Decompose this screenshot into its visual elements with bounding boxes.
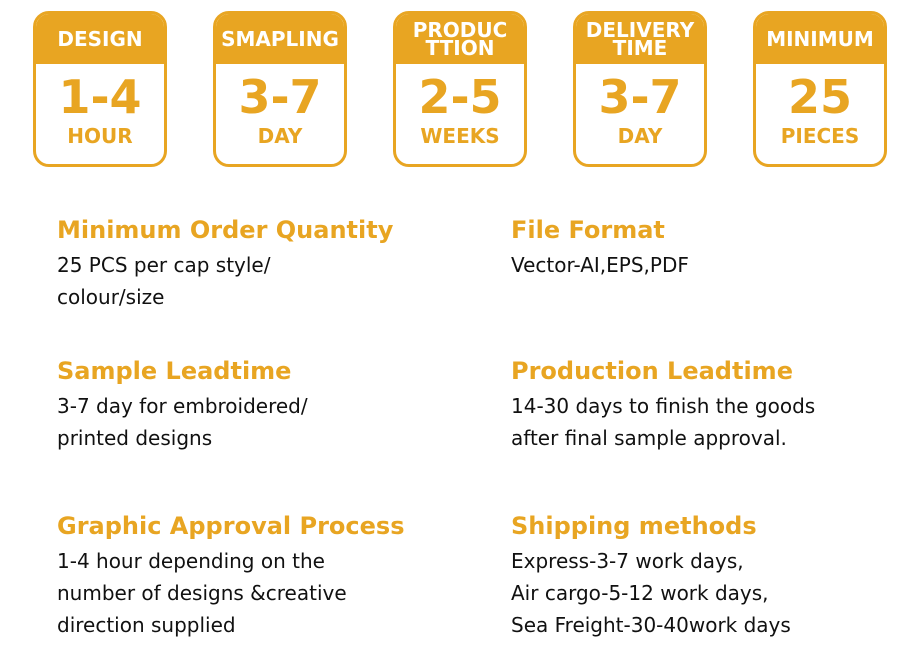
card-design: DESIGN 1-4 HOUR [33, 11, 167, 167]
info-section: Sample Leadtime 3-7 day for embroidered/p… [57, 356, 457, 454]
info-section: Shipping methods Express-3-7 work days, Ai… [511, 511, 911, 641]
section-line: colour/size [57, 285, 165, 309]
card-produc-ttion: PRODUC TTION 2-5 WEEKS [393, 11, 527, 167]
card-unit: DAY [257, 124, 303, 148]
section-text: Express-3-7 work days, Air cargo-5-12 wor… [511, 545, 911, 641]
section-text: 3-7 day for embroidered/printed designs [57, 390, 457, 454]
card-title: PRODUC TTION [396, 14, 524, 64]
card-smapling: SMAPLING 3-7 DAY [213, 11, 347, 167]
section-line: Express-3-7 work days, [511, 549, 744, 573]
card-title: MINIMUM [756, 14, 884, 64]
card-value: 1-4 [58, 70, 142, 124]
section-line: Vector-AI,EPS,PDF [511, 253, 689, 277]
section-text: 14-30 days to finish the goods after fina… [511, 390, 911, 454]
section-line: number of designs &creative [57, 581, 347, 605]
section-text: 1-4 hour depending on the number of desig… [57, 545, 457, 641]
section-line: after final sample approval. [511, 426, 787, 450]
section-line: printed designs [57, 426, 213, 450]
card-minimum: MINIMUM 25 PIECES [753, 11, 887, 167]
section-title: Sample Leadtime [57, 357, 292, 385]
section-line: 1-4 hour depending on the [57, 549, 325, 573]
card-unit: HOUR [67, 124, 133, 148]
section-line: direction supplied [57, 613, 236, 637]
card-unit: DAY [617, 124, 663, 148]
section-line: 3-7 day for embroidered/ [57, 394, 308, 418]
card-title: DESIGN [36, 14, 164, 64]
section-line: 25 PCS per cap style/ [57, 253, 271, 277]
card-delivery-time: DELIVERY TIME 3-7 DAY [573, 11, 707, 167]
section-line: Air cargo-5-12 work days, [511, 581, 769, 605]
section-title: Production Leadtime [511, 357, 793, 385]
section-title: File Format [511, 216, 665, 244]
card-value: 2-5 [418, 70, 502, 124]
section-title: Minimum Order Quantity [57, 216, 394, 244]
section-title: Shipping methods [511, 512, 757, 540]
info-section: Graphic Approval Process 1-4 hour dependi… [57, 511, 457, 641]
section-text: 25 PCS per cap style/colour/size [57, 249, 457, 313]
card-unit: WEEKS [420, 124, 500, 148]
info-section: File Format Vector-AI,EPS,PDF [511, 215, 911, 281]
info-section: Production Leadtime 14-30 days to finish … [511, 356, 911, 454]
card-unit: PIECES [780, 124, 860, 148]
section-title: Graphic Approval Process [57, 512, 405, 540]
info-section: Minimum Order Quantity 25 PCS per cap sty… [57, 215, 457, 313]
card-value: 3-7 [598, 70, 682, 124]
section-text: Vector-AI,EPS,PDF [511, 249, 911, 281]
card-value: 25 [787, 70, 852, 124]
section-line: Sea Freight-30-40work days [511, 613, 791, 637]
card-title: DELIVERY TIME [576, 14, 704, 64]
card-value: 3-7 [238, 70, 322, 124]
section-line: 14-30 days to finish the goods [511, 394, 816, 418]
card-title: SMAPLING [216, 14, 344, 64]
